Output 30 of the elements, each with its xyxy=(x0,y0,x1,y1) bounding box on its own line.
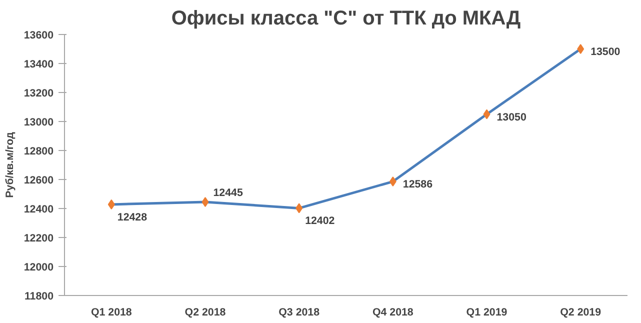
y-tick-label: 12600 xyxy=(24,174,54,186)
point xyxy=(202,196,209,207)
point xyxy=(577,44,584,54)
y-tick-label: 12200 xyxy=(24,232,54,244)
x-tick-label: Q2 2019 xyxy=(560,306,602,318)
x-tick-label: Q4 2018 xyxy=(372,306,414,318)
data-label: 12428 xyxy=(117,211,148,224)
y-tick-label: 13000 xyxy=(24,116,54,128)
x-tick-label: Q3 2018 xyxy=(278,306,320,318)
y-tick-label: 13600 xyxy=(24,30,54,42)
data-label: 12445 xyxy=(213,186,243,199)
chart-title: Офисы класса "С" от ТТК до МКАД xyxy=(171,8,521,30)
data-label: 12586 xyxy=(402,178,433,191)
y-tick-label: 13400 xyxy=(24,58,54,70)
x-tick-label: Q1 2018 xyxy=(90,306,132,318)
point xyxy=(296,203,303,214)
y-tick-label: 11800 xyxy=(24,290,54,302)
point xyxy=(389,176,396,187)
y-axis-title: Руб/кв.м/год xyxy=(4,132,16,198)
y-tick-label: 13200 xyxy=(24,88,54,100)
data-label: 12402 xyxy=(305,215,335,228)
y-tick-label: 12400 xyxy=(24,204,54,216)
point xyxy=(483,109,490,120)
y-tick-label: 12800 xyxy=(24,146,54,158)
y-tick-label: 12000 xyxy=(24,262,54,274)
x-tick-label: Q1 2019 xyxy=(466,306,508,318)
point xyxy=(108,199,115,210)
data-label: 13500 xyxy=(590,46,620,58)
data-label: 13050 xyxy=(496,111,526,124)
x-tick-label: Q2 2018 xyxy=(184,306,226,318)
